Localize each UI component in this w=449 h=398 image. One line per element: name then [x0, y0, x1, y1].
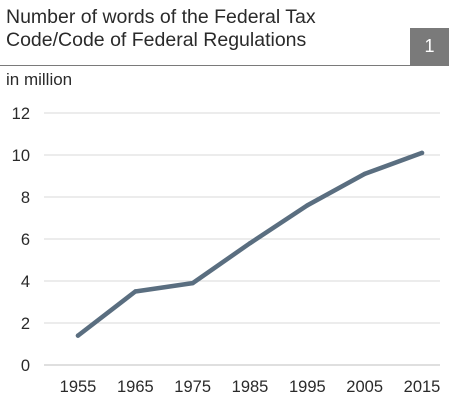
unit-label: in million: [6, 70, 73, 89]
y-tick-label-0: 0: [21, 357, 30, 375]
chart-title: Number of words of the Federal Tax Code/…: [6, 6, 406, 52]
chart-title-line-2: Code/Code of Federal Regulations: [6, 29, 307, 51]
data-point-1955: [75, 333, 81, 338]
data-point-1995: [305, 203, 310, 208]
data-point-2005: [362, 171, 367, 177]
x-tick-label-2005: 2005: [346, 378, 383, 396]
chart-title-line-1: Number of words of the Federal Tax: [6, 6, 316, 28]
x-tick-label-1975: 1975: [174, 378, 211, 396]
figure-number-badge: 1: [410, 28, 449, 65]
y-tick-label-4: 4: [21, 273, 30, 291]
y-tick-label-6: 6: [21, 231, 30, 249]
data-point-1965: [133, 289, 138, 294]
data-point-2015: [419, 150, 425, 156]
data-point-1985: [247, 241, 253, 246]
y-tick-label-12: 12: [12, 105, 30, 123]
data-point-1975: [190, 280, 195, 286]
y-tick-label-8: 8: [21, 189, 30, 207]
x-tick-label-1985: 1985: [232, 378, 269, 396]
x-tick-label-1955: 1955: [60, 378, 97, 396]
x-tick-label-1965: 1965: [117, 378, 154, 396]
x-tick-label-2015: 2015: [404, 378, 441, 396]
y-tick-label-10: 10: [12, 147, 30, 165]
title-divider: [0, 65, 449, 66]
x-tick-label-1995: 1995: [289, 378, 326, 396]
y-tick-label-2: 2: [21, 315, 30, 333]
